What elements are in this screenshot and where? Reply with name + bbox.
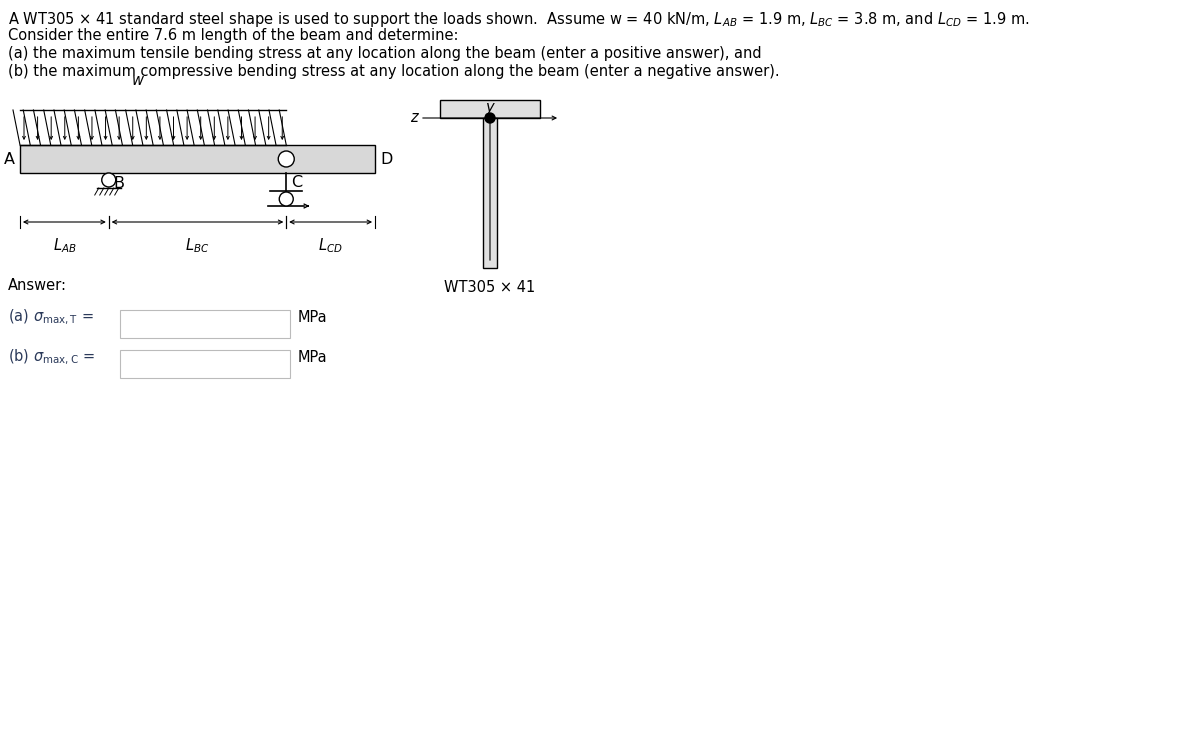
Circle shape (280, 192, 293, 206)
Bar (482, 118, 497, 268)
Text: z: z (410, 110, 418, 125)
Text: (b) $\sigma_{\mathregular{max,C}}$ =: (b) $\sigma_{\mathregular{max,C}}$ = (8, 348, 95, 367)
Text: C: C (292, 175, 302, 190)
Text: A: A (4, 152, 14, 167)
Text: $L_{\mathit{BC}}$: $L_{\mathit{BC}}$ (185, 236, 210, 255)
Text: Consider the entire 7.6 m length of the beam and determine:: Consider the entire 7.6 m length of the … (8, 28, 458, 43)
Bar (120, 350, 290, 378)
Polygon shape (20, 145, 374, 173)
Text: MPa: MPa (298, 350, 328, 365)
Circle shape (102, 173, 115, 187)
Text: MPa: MPa (298, 310, 328, 325)
Text: WT305 × 41: WT305 × 41 (444, 280, 535, 295)
Bar (120, 310, 290, 338)
Text: (a) $\sigma_{\mathregular{max,T}}$ =: (a) $\sigma_{\mathregular{max,T}}$ = (8, 308, 94, 327)
Circle shape (278, 151, 294, 167)
Circle shape (485, 113, 496, 123)
Bar (20, 110, 287, 145)
Text: Answer:: Answer: (8, 278, 67, 293)
Text: w: w (132, 73, 144, 88)
Text: $L_{\mathit{CD}}$: $L_{\mathit{CD}}$ (318, 236, 343, 255)
Bar (440, 100, 540, 118)
Text: y: y (486, 100, 494, 115)
Text: (b) the maximum compressive bending stress at any location along the beam (enter: (b) the maximum compressive bending stre… (8, 64, 780, 79)
Text: D: D (380, 152, 392, 167)
Text: (a) the maximum tensile bending stress at any location along the beam (enter a p: (a) the maximum tensile bending stress a… (8, 46, 762, 61)
Text: B: B (114, 176, 125, 191)
Text: A WT305 × 41 standard steel shape is used to support the loads shown.  Assume w : A WT305 × 41 standard steel shape is use… (8, 10, 1030, 29)
Text: $L_{\mathit{AB}}$: $L_{\mathit{AB}}$ (53, 236, 76, 255)
